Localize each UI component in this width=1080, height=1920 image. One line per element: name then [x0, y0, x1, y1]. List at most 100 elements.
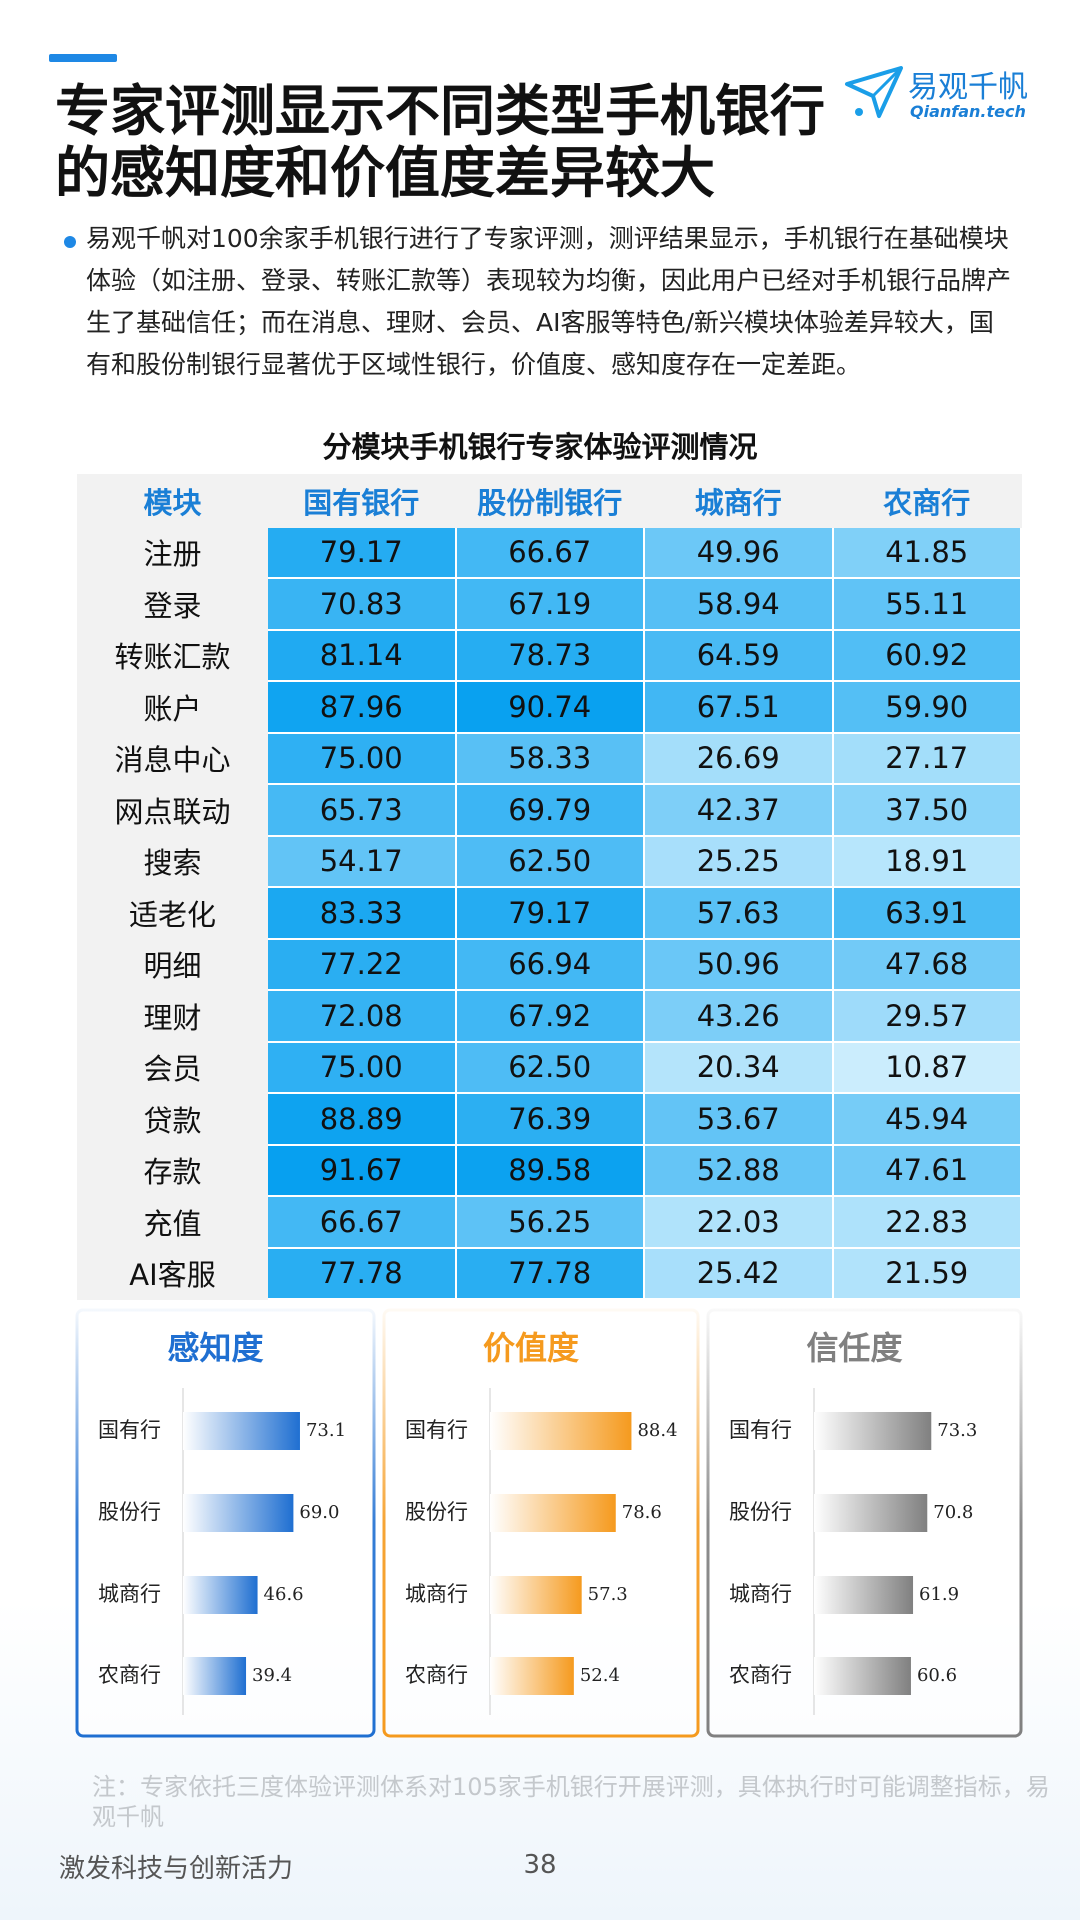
category-label: 城商行	[98, 1582, 161, 1606]
row-label: 消息中心	[77, 731, 268, 785]
score-cell: 27.17	[831, 731, 1022, 785]
value-label: 73.1	[306, 1420, 346, 1441]
table-row: 消息中心 75.00 58.33 26.69 27.17	[77, 731, 1022, 785]
score-cell: 10.87	[831, 1040, 1022, 1094]
bar	[490, 1657, 574, 1695]
score-cell: 54.17	[266, 834, 457, 888]
score-cell: 79.17	[266, 525, 457, 579]
score-cell: 75.00	[266, 1040, 457, 1094]
score-cell: 65.73	[266, 783, 457, 837]
value-label: 70.8	[933, 1502, 973, 1523]
score-cell: 37.50	[831, 783, 1022, 837]
score-cell: 53.67	[643, 1092, 834, 1146]
score-cell: 77.78	[454, 1246, 645, 1300]
bullet	[64, 236, 76, 248]
table-row: 登录 70.83 67.19 58.94 55.11	[77, 577, 1022, 631]
logo-name: 易观千帆	[908, 70, 1028, 105]
row-label: 转账汇款	[77, 628, 268, 682]
category-label: 农商行	[98, 1663, 161, 1687]
value-label: 39.4	[252, 1665, 292, 1686]
category-label: 股份行	[729, 1500, 792, 1524]
category-label: 股份行	[98, 1500, 161, 1524]
score-cell: 79.17	[454, 886, 645, 940]
panel-title: 信任度	[806, 1329, 902, 1367]
score-cell: 78.73	[454, 628, 645, 682]
score-cell: 87.96	[266, 680, 457, 734]
score-cell: 41.85	[831, 525, 1022, 579]
score-cell: 67.51	[643, 680, 834, 734]
table-row: 适老化 83.33 79.17 57.63 63.91	[77, 886, 1022, 940]
score-cell: 70.83	[266, 577, 457, 631]
table-row: 网点联动 65.73 69.79 42.37 37.50	[77, 783, 1022, 837]
bar	[490, 1576, 582, 1614]
score-cell: 64.59	[643, 628, 834, 682]
table-row: 充值 66.67 56.25 22.03 22.83	[77, 1195, 1022, 1249]
row-label: 适老化	[77, 886, 268, 940]
score-cell: 20.34	[643, 1040, 834, 1094]
accent-bar	[49, 54, 117, 62]
score-table: 模块 国有银行 股份制银行 城商行 农商行 注册 79.17 66.67 49.96 41.85 登…	[77, 474, 1022, 1300]
score-cell: 59.90	[831, 680, 1022, 734]
bar	[183, 1412, 300, 1450]
score-cell: 81.14	[266, 628, 457, 682]
score-cell: 69.79	[454, 783, 645, 837]
row-label: 会员	[77, 1040, 268, 1094]
row-label: 明细	[77, 937, 268, 991]
score-cell: 83.33	[266, 886, 457, 940]
bar	[814, 1494, 928, 1532]
table-row: AI客服 77.78 77.78 25.42 21.59	[77, 1246, 1022, 1300]
score-cell: 50.96	[643, 937, 834, 991]
score-cell: 26.69	[643, 731, 834, 785]
column-header: 农商行	[831, 474, 1022, 528]
score-cell: 43.26	[643, 989, 834, 1043]
score-cell: 66.94	[454, 937, 645, 991]
value-label: 88.4	[637, 1420, 677, 1441]
score-cell: 42.37	[643, 783, 834, 837]
row-label: 理财	[77, 989, 268, 1043]
score-cell: 22.03	[643, 1195, 834, 1249]
table-row: 理财 72.08 67.92 43.26 29.57	[77, 989, 1022, 1043]
score-cell: 72.08	[266, 989, 457, 1043]
score-cell: 60.92	[831, 628, 1022, 682]
score-cell: 67.19	[454, 577, 645, 631]
score-cell: 66.67	[266, 1195, 457, 1249]
column-header: 模块	[77, 474, 268, 528]
score-cell: 22.83	[831, 1195, 1022, 1249]
score-cell: 25.42	[643, 1246, 834, 1300]
score-cell: 57.63	[643, 886, 834, 940]
score-cell: 77.78	[266, 1246, 457, 1300]
row-label: 登录	[77, 577, 268, 631]
score-cell: 58.33	[454, 731, 645, 785]
score-cell: 55.11	[831, 577, 1022, 631]
column-header: 股份制银行	[454, 474, 645, 528]
row-label: 存款	[77, 1143, 268, 1197]
bar	[183, 1576, 258, 1614]
score-cell: 62.50	[454, 1040, 645, 1094]
value-label: 46.6	[264, 1584, 304, 1605]
category-label: 国有行	[405, 1418, 468, 1442]
panel-title: 感知度	[167, 1329, 263, 1367]
score-cell: 91.67	[266, 1143, 457, 1197]
score-cell: 56.25	[454, 1195, 645, 1249]
value-label: 78.6	[622, 1502, 662, 1523]
intro-text: 易观千帆对100余家手机银行进行了专家评测，测评结果显示，手机银行在基础模块体验…	[86, 224, 1012, 379]
score-cell: 66.67	[454, 525, 645, 579]
score-cell: 63.91	[831, 886, 1022, 940]
score-cell: 49.96	[643, 525, 834, 579]
row-label: 网点联动	[77, 783, 268, 837]
score-cell: 52.88	[643, 1143, 834, 1197]
category-label: 股份行	[405, 1500, 468, 1524]
score-cell: 76.39	[454, 1092, 645, 1146]
score-cell: 90.74	[454, 680, 645, 734]
score-cell: 47.61	[831, 1143, 1022, 1197]
score-cell: 77.22	[266, 937, 457, 991]
row-label: 注册	[77, 525, 268, 579]
footer-slogan: 激发科技与创新活力	[59, 1854, 294, 1884]
category-label: 国有行	[729, 1418, 792, 1442]
row-label: 贷款	[77, 1092, 268, 1146]
bar	[490, 1494, 616, 1532]
score-cell: 29.57	[831, 989, 1022, 1043]
score-cell: 45.94	[831, 1092, 1022, 1146]
